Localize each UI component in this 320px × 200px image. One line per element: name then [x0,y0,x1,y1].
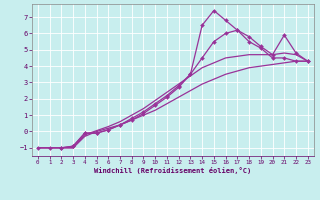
X-axis label: Windchill (Refroidissement éolien,°C): Windchill (Refroidissement éolien,°C) [94,167,252,174]
